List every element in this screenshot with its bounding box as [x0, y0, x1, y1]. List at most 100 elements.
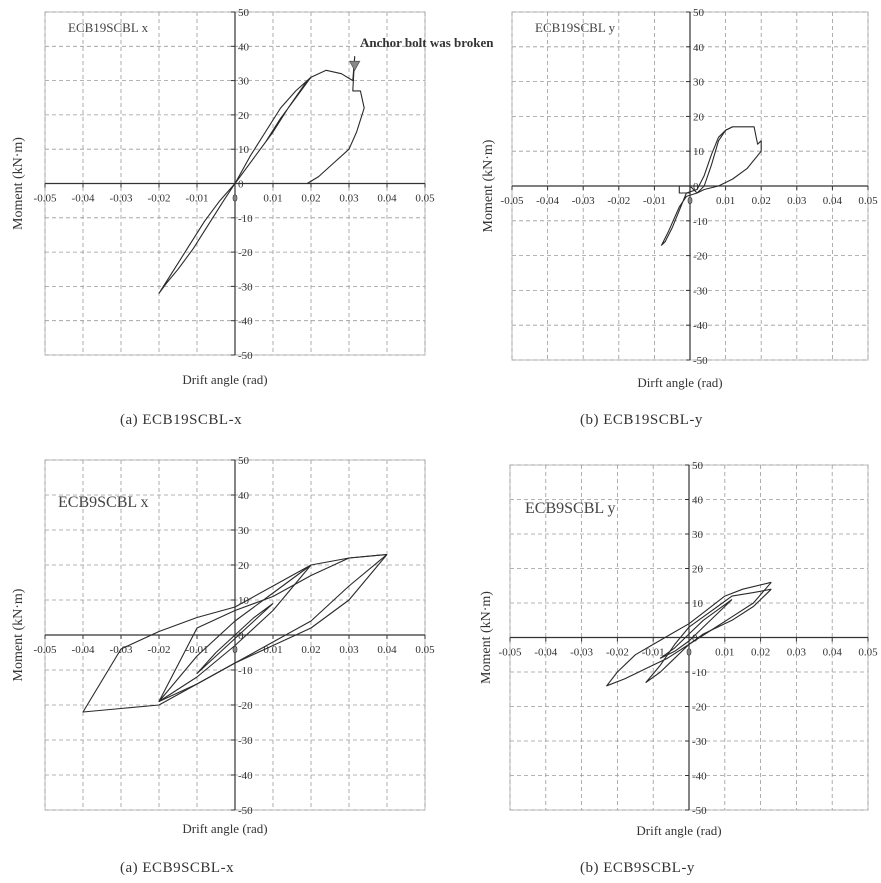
- x-tick-label: -0.04: [72, 644, 95, 656]
- x-tick-label: 0.02: [301, 193, 320, 205]
- annotation-text: Anchor bolt was broken: [360, 35, 494, 50]
- x-tick-label: 0: [686, 647, 692, 659]
- y-tick-label: -40: [693, 320, 708, 332]
- x-tick-label: 0.03: [339, 644, 359, 656]
- x-tick-label: 0.03: [787, 195, 807, 207]
- x-axis-label: Drift angle (rad): [182, 372, 267, 387]
- y-tick-label: -40: [238, 316, 253, 328]
- y-tick-label: -10: [238, 665, 253, 677]
- y-tick-label: 50: [238, 455, 250, 467]
- panel-title: ECB9SCBL x: [58, 494, 149, 511]
- hysteresis-curve-3: [158, 564, 312, 703]
- panel-title: ECB19SCBL x: [68, 20, 149, 35]
- y-tick-label: 40: [238, 490, 250, 502]
- panel-title: ECB9SCBL y: [525, 500, 616, 517]
- y-tick-label: 10: [693, 146, 705, 158]
- y-tick-label: -50: [238, 805, 253, 817]
- x-axis-label: Dirft angle (rad): [637, 375, 722, 390]
- x-tick-label: -0.04: [536, 195, 559, 207]
- x-tick-label: -0.02: [606, 647, 629, 659]
- y-tick-label: 0: [238, 179, 244, 191]
- x-tick-label: 0.02: [752, 195, 771, 207]
- x-tick-label: 0.01: [263, 193, 282, 205]
- y-tick-label: 10: [238, 595, 250, 607]
- x-tick-label: 0.05: [858, 195, 878, 207]
- y-axis-label: Moment (kN·m): [11, 137, 26, 230]
- x-tick-label: 0: [687, 195, 693, 207]
- x-tick-label: -0.03: [110, 193, 133, 205]
- chart-panel-3: -0.05 -0.04 -0.03 -0.02 -0.01 0 0.01 0.02 0.03 0.…: [11, 455, 435, 876]
- chart-panel-4: -0.05 -0.04 -0.03 -0.02 -0.01 0 0.01 0.02 0.03 0.…: [479, 460, 878, 876]
- hysteresis-curve-1: [234, 56, 365, 184]
- y-tick-label: -30: [693, 285, 708, 297]
- panel-caption: (b) ECB9SCBL-y: [580, 860, 695, 876]
- chart-panel-1: -0.05 -0.04 -0.03 -0.02 -0.01 0 0.01 0.02 0.03 0.…: [11, 7, 494, 428]
- panel-title: ECB19SCBL y: [535, 20, 616, 35]
- annotation-arrow: [349, 60, 361, 72]
- x-tick-label: 0.04: [377, 193, 397, 205]
- y-tick-label: -30: [238, 281, 253, 293]
- x-tick-label: 0: [232, 193, 238, 205]
- y-tick-label: -30: [692, 736, 707, 748]
- y-tick-label: -10: [238, 213, 253, 225]
- y-axis-label: Moment (kN·m): [481, 139, 496, 232]
- y-tick-label: -50: [693, 355, 708, 367]
- y-tick-label: 0: [238, 630, 244, 642]
- y-tick-label: 20: [693, 111, 705, 123]
- x-tick-label: -0.05: [34, 193, 57, 205]
- y-tick-label: -30: [238, 735, 253, 747]
- x-tick-label: 0: [232, 644, 238, 656]
- y-axis-label: Moment (kN·m): [11, 588, 26, 681]
- x-tick-label: 0.04: [823, 195, 843, 207]
- x-tick-label: -0.03: [570, 647, 593, 659]
- y-tick-label: 20: [238, 560, 250, 572]
- hysteresis-curve-1: [689, 126, 762, 194]
- y-tick-label: 40: [692, 495, 704, 507]
- x-tick-label: -0.05: [34, 644, 57, 656]
- chart-panel-2: -0.05 -0.04 -0.03 -0.02 -0.01 0 0.01 0.02 0.03 0.…: [481, 7, 878, 428]
- x-tick-label: -0.02: [148, 644, 171, 656]
- y-axis-label: Moment (kN·m): [479, 591, 494, 684]
- hysteresis-curve-2: [660, 126, 733, 246]
- x-tick-label: -0.03: [110, 644, 133, 656]
- panel-caption: (a) ECB9SCBL-x: [120, 860, 234, 876]
- panel-caption: (b) ECB19SCBL-y: [580, 412, 703, 428]
- hysteresis-curve-3: [678, 185, 691, 194]
- x-tick-label: -0.01: [186, 644, 209, 656]
- y-tick-label: 10: [692, 598, 704, 610]
- x-tick-label: 0.01: [263, 644, 282, 656]
- y-tick-label: -40: [238, 770, 253, 782]
- x-tick-label: 0.03: [787, 647, 807, 659]
- y-tick-label: 30: [238, 76, 250, 88]
- hysteresis-curve-1: [82, 553, 388, 713]
- y-tick-label: -10: [693, 216, 708, 228]
- x-tick-label: 0.01: [715, 647, 734, 659]
- x-tick-label: -0.02: [607, 195, 630, 207]
- x-tick-label: 0.02: [751, 647, 770, 659]
- x-axis-label: Drift angle (rad): [182, 821, 267, 836]
- y-tick-label: -20: [693, 251, 708, 263]
- y-tick-label: 50: [692, 460, 704, 472]
- y-tick-label: -50: [238, 350, 253, 362]
- x-tick-label: -0.02: [148, 193, 171, 205]
- x-tick-label: -0.04: [534, 647, 557, 659]
- x-axis-label: Drift angle (rad): [636, 823, 721, 838]
- hysteresis-curve-2: [645, 588, 772, 683]
- y-tick-label: 30: [693, 77, 705, 89]
- x-tick-label: 0.04: [823, 647, 843, 659]
- hysteresis-curve-4: [196, 603, 274, 675]
- hysteresis-curve-2: [158, 76, 312, 294]
- y-tick-label: 20: [692, 564, 704, 576]
- y-tick-label: 30: [692, 529, 704, 541]
- x-tick-label: 0.04: [377, 644, 397, 656]
- x-tick-label: 0.05: [415, 193, 435, 205]
- x-tick-label: -0.05: [499, 647, 522, 659]
- y-tick-label: -50: [692, 805, 707, 817]
- x-tick-label: 0.02: [301, 644, 320, 656]
- y-tick-label: 10: [238, 144, 250, 156]
- x-tick-label: 0.05: [415, 644, 435, 656]
- x-tick-label: 0.03: [339, 193, 359, 205]
- y-tick-label: -20: [238, 700, 253, 712]
- hysteresis-curve-3: [659, 599, 733, 659]
